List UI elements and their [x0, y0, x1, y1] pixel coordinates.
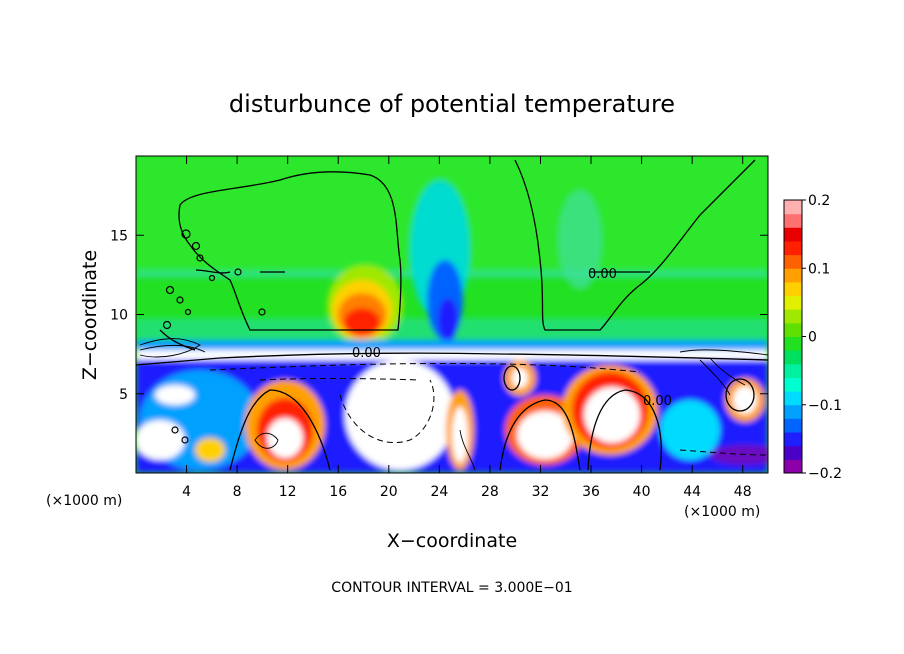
x-axis-label: X−coordinate: [387, 530, 517, 552]
y-tick-label: 10: [110, 308, 128, 324]
contour-interval-note: CONTOUR INTERVAL = 3.000E−01: [331, 580, 572, 596]
x-unit-label: (×1000 m): [46, 493, 122, 509]
colorbar: 0.2 0.1 0 −0.1 −0.2: [783, 193, 842, 482]
colorbar-swatch: [784, 227, 802, 242]
x-tick-label: 44: [683, 484, 701, 500]
colorbar-tick-label: −0.1: [808, 398, 842, 414]
x-tick-label: 24: [430, 484, 448, 500]
colorbar-tick-label: 0.2: [808, 193, 830, 209]
y-axis: 5 10 15: [110, 228, 768, 403]
colorbar-swatch: [784, 240, 802, 256]
colorbar-swatch: [784, 350, 802, 365]
colorbar-swatch: [784, 377, 802, 392]
colorbar-swatch: [784, 363, 802, 378]
colorbar-tick-label: 0: [808, 330, 817, 346]
colorbar-swatch: [784, 213, 802, 228]
colorbar-swatch: [784, 404, 802, 419]
chart-title: disturbunce of potential temperature: [229, 90, 675, 118]
colorbar-swatch: [784, 309, 802, 324]
y-axis-label: Z−coordinate: [79, 250, 101, 380]
colorbar-swatch: [784, 336, 802, 351]
colorbar-swatch: [784, 445, 802, 460]
colorbar-swatch: [784, 391, 802, 406]
colorbar-swatch: [784, 200, 802, 215]
x-tick-label: 32: [532, 484, 550, 500]
colorbar-swatch: [784, 432, 802, 447]
x-tick-label: 8: [233, 484, 242, 500]
x-tick-label: 20: [380, 484, 398, 500]
y-tick-label: 5: [119, 387, 128, 403]
y-tick-label: 15: [110, 228, 128, 244]
x-tick-label: 48: [734, 484, 752, 500]
colorbar-swatch: [784, 268, 802, 283]
contour-label: 0.00: [643, 394, 672, 409]
colorbar-swatch: [784, 281, 802, 297]
colorbar-tick-label: 0.1: [808, 261, 830, 277]
x-tick-label: 16: [329, 484, 347, 500]
contour-label: 0.00: [352, 346, 381, 361]
colorbar-swatch: [784, 418, 802, 433]
x-tick-label: 28: [481, 484, 499, 500]
colorbar-swatch: [784, 459, 802, 474]
contour-label: 0.00: [588, 267, 617, 282]
x-tick-label: 36: [582, 484, 600, 500]
x-tick-label: 40: [633, 484, 651, 500]
colorbar-swatch: [784, 322, 802, 337]
colorbar-swatch: [784, 254, 802, 269]
x-axis: 4 8 12 16 20 24 28 32 36 40 44 48: [182, 156, 752, 500]
plot-area: 0.00 0.00 0.00: [136, 156, 768, 473]
x-tick-label: 12: [279, 484, 297, 500]
colorbar-swatch: [784, 295, 802, 310]
colorbar-tick-label: −0.2: [808, 466, 842, 482]
x-tick-label: 4: [182, 484, 191, 500]
x-unit-label-right: (×1000 m): [684, 504, 760, 520]
